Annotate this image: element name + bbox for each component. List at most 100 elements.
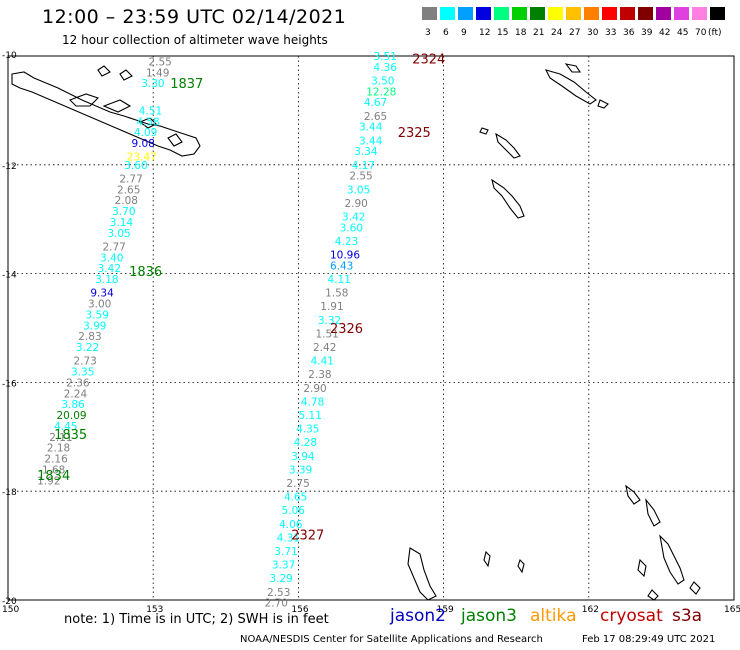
colorbar-swatch [620, 7, 635, 20]
latitude-label: -12 [2, 162, 17, 172]
wave-height-value: 2.90 [303, 383, 326, 395]
wave-height-value: 3.35 [71, 367, 94, 379]
wave-height-value: 4.45 [54, 421, 77, 433]
wave-height-value: 4.67 [364, 97, 387, 109]
wave-height-value: 1.91 [320, 301, 343, 313]
wave-height-value: 2.24 [64, 388, 88, 400]
wave-height-value: 20.09 [57, 410, 87, 422]
wave-height-value: 3.32 [318, 315, 341, 327]
pass-number-label: 2326 [330, 322, 363, 337]
colorbar-swatch [512, 7, 527, 20]
pass-number-label: 1836 [129, 265, 162, 280]
coastline-island-n [483, 550, 491, 568]
wave-height-value: 3.59 [86, 309, 109, 321]
pass-number-label: 1834 [37, 469, 70, 484]
wave-height-value: 4.78 [301, 396, 324, 408]
wave-height-value: 3.40 [100, 252, 123, 264]
coastline-island-o [517, 558, 525, 574]
credit-line: NOAA/NESDIS Center for Satellite Applica… [240, 634, 543, 645]
coastline-island-e [97, 65, 111, 77]
colorbar-swatch [548, 7, 563, 20]
wave-height-value: 2.77 [119, 173, 142, 185]
coastline-island-a [69, 93, 100, 107]
wave-height-value: 9.34 [90, 288, 114, 300]
coastline-island-p [625, 484, 641, 505]
wave-height-value: 2.90 [344, 198, 367, 210]
coastlines [11, 63, 701, 601]
coastline-island-r [659, 534, 685, 585]
page-title: 12:00 – 23:59 UTC 02/14/2021 [42, 6, 347, 28]
satellite-legend-altika: altika [530, 606, 577, 626]
coastline-island-g [544, 69, 597, 105]
wave-height-value: 1.92 [37, 475, 60, 487]
colorbar-swatch [440, 7, 455, 20]
wave-height-value: 4.11 [328, 274, 351, 286]
wave-height-value: 3.42 [98, 263, 121, 275]
latitude-label: -20 [2, 597, 17, 607]
wave-height-value: 2.73 [73, 356, 96, 368]
satellite-legend-jason2: jason2 [390, 606, 446, 626]
colorbar-swatch [638, 7, 653, 20]
colorbar-label: 39 [641, 28, 653, 38]
wave-height-value: 2.55 [349, 171, 372, 183]
coastline-island-i [597, 99, 609, 109]
colorbar-swatch [458, 7, 473, 20]
colorbar-swatch [494, 7, 509, 20]
wave-height-value: 4.35 [296, 424, 319, 436]
wave-height-value: 10.96 [330, 250, 360, 262]
wave-height-value: 3.50 [371, 75, 394, 87]
wave-height-value: 2.08 [115, 195, 138, 207]
colorbar-label: 36 [623, 28, 635, 38]
wave-height-value: 5.11 [299, 410, 322, 422]
colorbar-label: 12 [479, 28, 491, 38]
latitude-label: -10 [2, 51, 17, 61]
wave-height-value: 2.65 [117, 184, 140, 196]
wave-height-value: 12.28 [366, 86, 396, 98]
wave-height-value: 2.11 [49, 432, 72, 444]
coastline-island-d [167, 133, 183, 147]
longitude-label: 150 [2, 605, 19, 615]
longitude-label: 159 [437, 605, 454, 615]
colorbar-swatch [710, 7, 725, 20]
wave-height-value: 1.51 [315, 328, 338, 340]
wave-height-value: 3.05 [107, 228, 130, 240]
wave-height-value: 2.77 [102, 241, 125, 253]
wave-height-value: 2.83 [78, 331, 101, 343]
generation-timestamp: Feb 17 08:29:49 UTC 2021 [582, 634, 716, 645]
page-subtitle: 12 hour collection of altimeter wave hei… [62, 33, 328, 47]
wave-height-value: 4.23 [335, 236, 358, 248]
wave-height-value: 4.06 [279, 519, 303, 531]
colorbar-label: 45 [677, 28, 689, 38]
colorbar-swatch [422, 7, 437, 20]
colorbar-label: 70 [695, 28, 707, 38]
latitude-label: -16 [2, 379, 17, 389]
wave-height-value: 3.37 [272, 560, 295, 572]
footer-note: note: 1) Time is in UTC; 2) SWH is in fe… [64, 612, 329, 627]
satellite-legend-cryosat: cryosat [600, 606, 663, 626]
wave-height-value: 3.22 [76, 342, 99, 354]
pass-number-label: 1835 [54, 428, 87, 443]
colorbar-label: 15 [497, 28, 509, 38]
wave-height-value: 3.05 [347, 184, 370, 196]
pass-number-label: 2327 [291, 529, 324, 544]
wave-height-value: 4.28 [294, 437, 317, 449]
coastline-island-h [564, 63, 582, 73]
colorbar-label: 9 [461, 28, 467, 38]
wave-height-value: 1.68 [42, 464, 65, 476]
wave-height-value: 2.18 [47, 443, 70, 455]
coastline-island-f [119, 69, 133, 81]
wave-height-value: 2.65 [364, 111, 387, 123]
wave-height-value: 3.44 [359, 122, 383, 134]
wave-height-value: 9.08 [132, 138, 155, 150]
longitude-label: 153 [146, 605, 163, 615]
wave-height-value: 3.51 [374, 51, 397, 63]
colorbar-label: 42 [659, 28, 671, 38]
wave-height-value: 3.30 [141, 78, 164, 90]
coastline-island-c [138, 117, 157, 129]
wave-height-value: 2.53 [267, 587, 290, 599]
wave-height-value: 3.34 [354, 146, 378, 158]
latitude-label: -18 [2, 488, 17, 498]
colorbar-label: (ft) [708, 28, 722, 38]
colorbar-swatch [476, 7, 491, 20]
coastline-island-q [645, 498, 661, 527]
